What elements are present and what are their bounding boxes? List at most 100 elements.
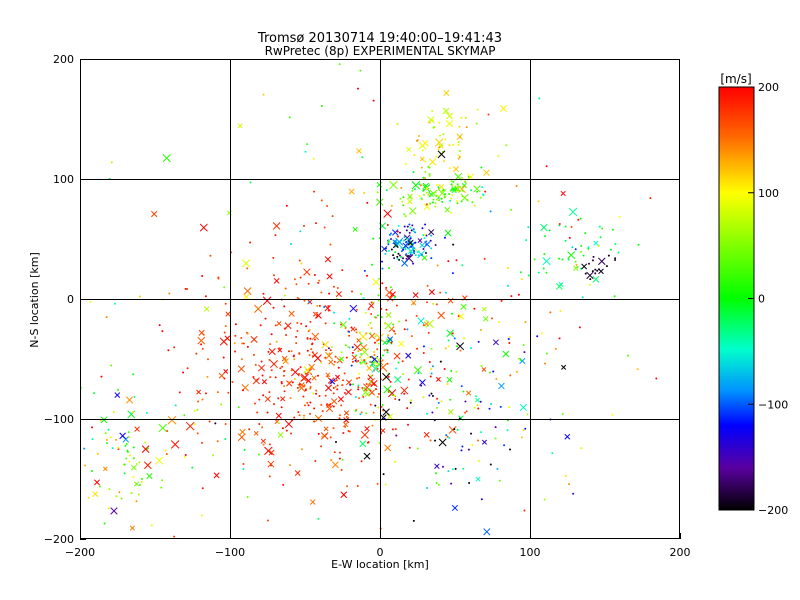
data-point-dot bbox=[589, 278, 592, 281]
data-point-dot bbox=[483, 257, 486, 260]
data-point-dot bbox=[364, 311, 367, 314]
data-point-x bbox=[451, 504, 458, 512]
data-point-x bbox=[400, 386, 409, 395]
data-point-dot bbox=[248, 428, 251, 431]
data-point-dot bbox=[406, 225, 409, 228]
data-point-x bbox=[382, 408, 390, 416]
data-point-dot bbox=[397, 361, 400, 364]
data-point-dot bbox=[407, 378, 410, 381]
data-point-x bbox=[492, 339, 499, 346]
data-point-dot bbox=[564, 474, 567, 477]
data-point-dot bbox=[427, 193, 430, 196]
data-point-dot bbox=[398, 398, 401, 401]
data-point-dot bbox=[360, 342, 363, 345]
data-point-dot bbox=[362, 297, 365, 300]
data-point-dot bbox=[285, 204, 288, 207]
data-point-dot bbox=[380, 316, 383, 319]
data-point-dot bbox=[375, 388, 378, 391]
data-point-dot bbox=[182, 371, 185, 374]
data-point-dot bbox=[216, 391, 219, 394]
data-point-dot bbox=[592, 255, 595, 258]
data-point-dot bbox=[233, 342, 236, 345]
data-point-dot bbox=[410, 335, 413, 338]
data-point-dot bbox=[401, 257, 404, 260]
data-point-dot bbox=[315, 392, 318, 395]
data-point-dot bbox=[509, 448, 512, 451]
data-point-dot bbox=[488, 407, 491, 410]
data-point-x bbox=[428, 288, 435, 296]
data-point-dot bbox=[473, 204, 476, 207]
data-point-dot bbox=[299, 366, 302, 369]
data-point-dot bbox=[420, 384, 423, 387]
data-point-dot bbox=[323, 306, 326, 309]
data-point-dot bbox=[464, 400, 467, 403]
data-point-dot bbox=[471, 201, 474, 204]
data-point-dot bbox=[304, 150, 307, 153]
data-point-dot bbox=[214, 422, 217, 425]
data-point-dot bbox=[290, 369, 293, 372]
data-point-dot bbox=[307, 282, 310, 285]
data-point-dot bbox=[510, 295, 513, 298]
data-point-x bbox=[243, 287, 252, 295]
data-point-x bbox=[276, 321, 282, 326]
data-point-x bbox=[437, 311, 446, 320]
data-point-x bbox=[237, 365, 246, 373]
data-point-x bbox=[419, 242, 425, 249]
data-point-dot bbox=[636, 368, 639, 371]
data-point-dot bbox=[426, 301, 429, 304]
data-point-x bbox=[352, 226, 358, 232]
data-point-x bbox=[473, 185, 481, 193]
data-point-dot bbox=[449, 398, 452, 401]
data-point-dot bbox=[359, 69, 362, 72]
data-point-dot bbox=[343, 391, 346, 394]
data-point-dot bbox=[423, 237, 426, 240]
data-point-x bbox=[573, 265, 579, 271]
data-point-dot bbox=[461, 264, 464, 267]
data-point-dot bbox=[131, 411, 134, 414]
data-point-dot bbox=[386, 362, 389, 365]
data-point-dot bbox=[405, 162, 408, 165]
data-point-dot bbox=[320, 445, 323, 448]
data-point-dot bbox=[447, 339, 450, 342]
data-point-dot bbox=[385, 348, 388, 351]
data-point-dot bbox=[394, 295, 397, 298]
data-point-dot bbox=[408, 231, 411, 234]
data-point-dot bbox=[366, 201, 369, 204]
data-point-x bbox=[343, 417, 350, 424]
data-point-dot bbox=[144, 441, 147, 444]
data-point-dot bbox=[334, 385, 337, 388]
data-point-x bbox=[427, 116, 435, 124]
x-tick-label: −200 bbox=[65, 546, 95, 559]
data-point-dot bbox=[231, 380, 234, 383]
data-point-dot bbox=[166, 429, 169, 432]
data-point-dot bbox=[137, 493, 140, 496]
data-point-dot bbox=[437, 186, 440, 189]
data-point-dot bbox=[395, 304, 398, 307]
data-point-dot bbox=[461, 176, 464, 179]
data-point-x bbox=[461, 182, 467, 189]
data-point-dot bbox=[333, 380, 336, 383]
data-point-dot bbox=[448, 144, 451, 147]
data-point-dot bbox=[400, 186, 403, 189]
data-point-dot bbox=[309, 412, 312, 415]
data-point-dot bbox=[370, 301, 373, 304]
data-point-dot bbox=[358, 376, 361, 379]
data-point-dot bbox=[366, 356, 369, 359]
data-point-x bbox=[360, 430, 369, 439]
data-point-dot bbox=[335, 379, 338, 382]
data-point-x bbox=[412, 292, 419, 299]
data-point-x bbox=[446, 329, 454, 338]
data-point-dot bbox=[476, 108, 479, 111]
data-point-dot bbox=[540, 332, 543, 335]
data-point-x bbox=[446, 376, 453, 383]
data-point-dot bbox=[427, 331, 430, 334]
data-point-dot bbox=[406, 237, 409, 240]
data-point-dot bbox=[410, 229, 413, 232]
data-point-dot bbox=[411, 247, 414, 250]
data-point-dot bbox=[520, 278, 523, 281]
data-point-dot bbox=[363, 191, 366, 194]
data-point-dot bbox=[338, 451, 341, 454]
data-point-dot bbox=[376, 314, 379, 317]
data-point-dot bbox=[394, 332, 397, 335]
data-point-dot bbox=[442, 133, 445, 136]
